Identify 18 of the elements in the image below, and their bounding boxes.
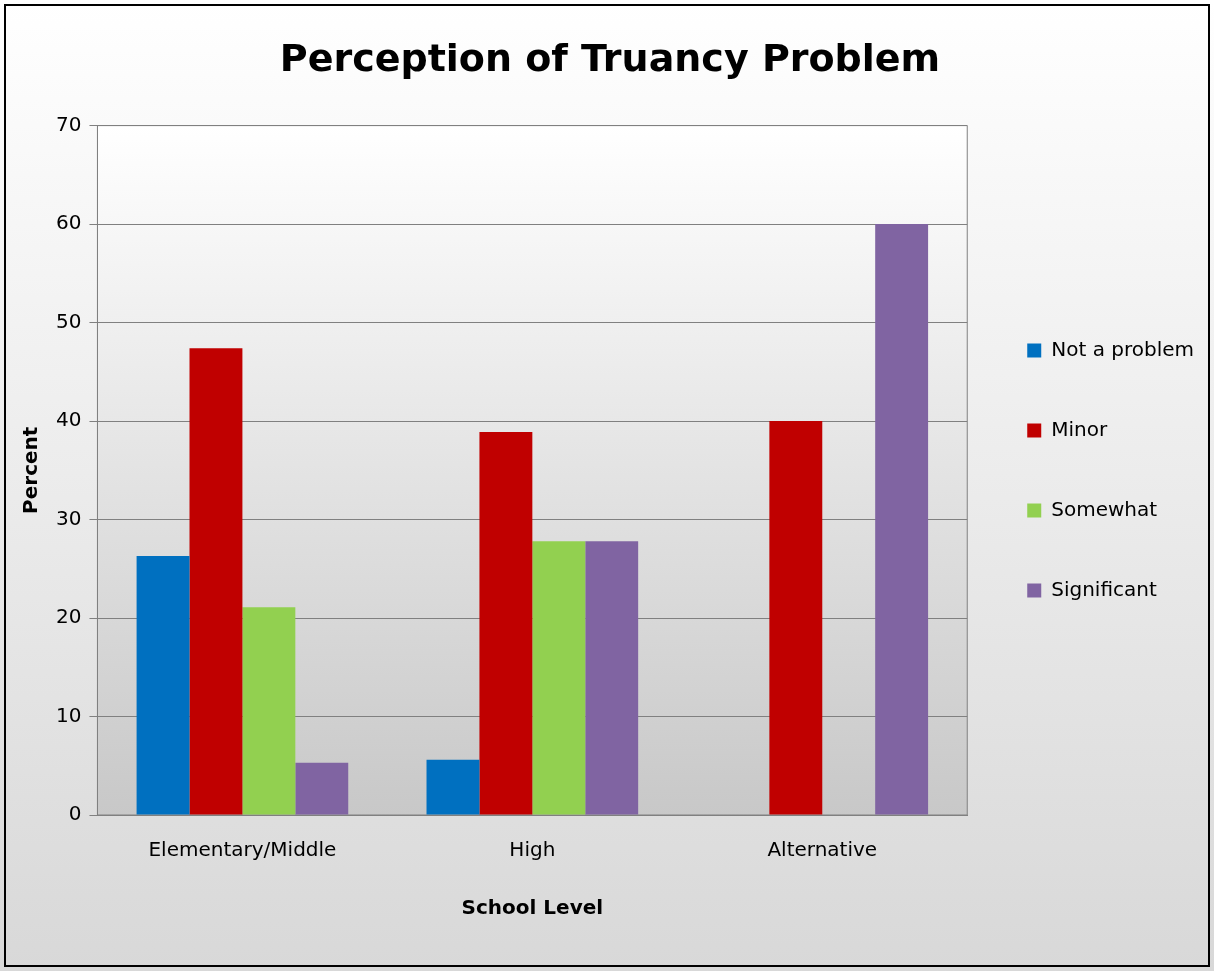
legend-label: Significant <box>1051 576 1157 601</box>
y-tick-label: 70 <box>56 111 82 136</box>
legend-label: Somewhat <box>1051 496 1158 521</box>
legend-label: Not a problem <box>1051 336 1194 361</box>
y-axis-title: Percent <box>18 426 43 514</box>
y-tick-label: 20 <box>56 604 82 629</box>
y-tick-label: 50 <box>56 308 82 333</box>
y-tick-label: 10 <box>56 702 82 727</box>
y-tick-label: 30 <box>56 505 82 530</box>
x-tick-label: Elementary/Middle <box>148 837 337 862</box>
y-tick-label: 0 <box>68 801 82 826</box>
x-tick-label: High <box>509 837 556 862</box>
x-tick-label: Alternative <box>767 837 878 862</box>
chart-title: Perception of Truancy Problem <box>279 35 941 80</box>
y-tick-label: 60 <box>56 210 82 235</box>
y-tick-label: 40 <box>56 407 82 432</box>
legend-label: Minor <box>1051 416 1108 441</box>
x-axis-title: School Level <box>461 895 604 920</box>
